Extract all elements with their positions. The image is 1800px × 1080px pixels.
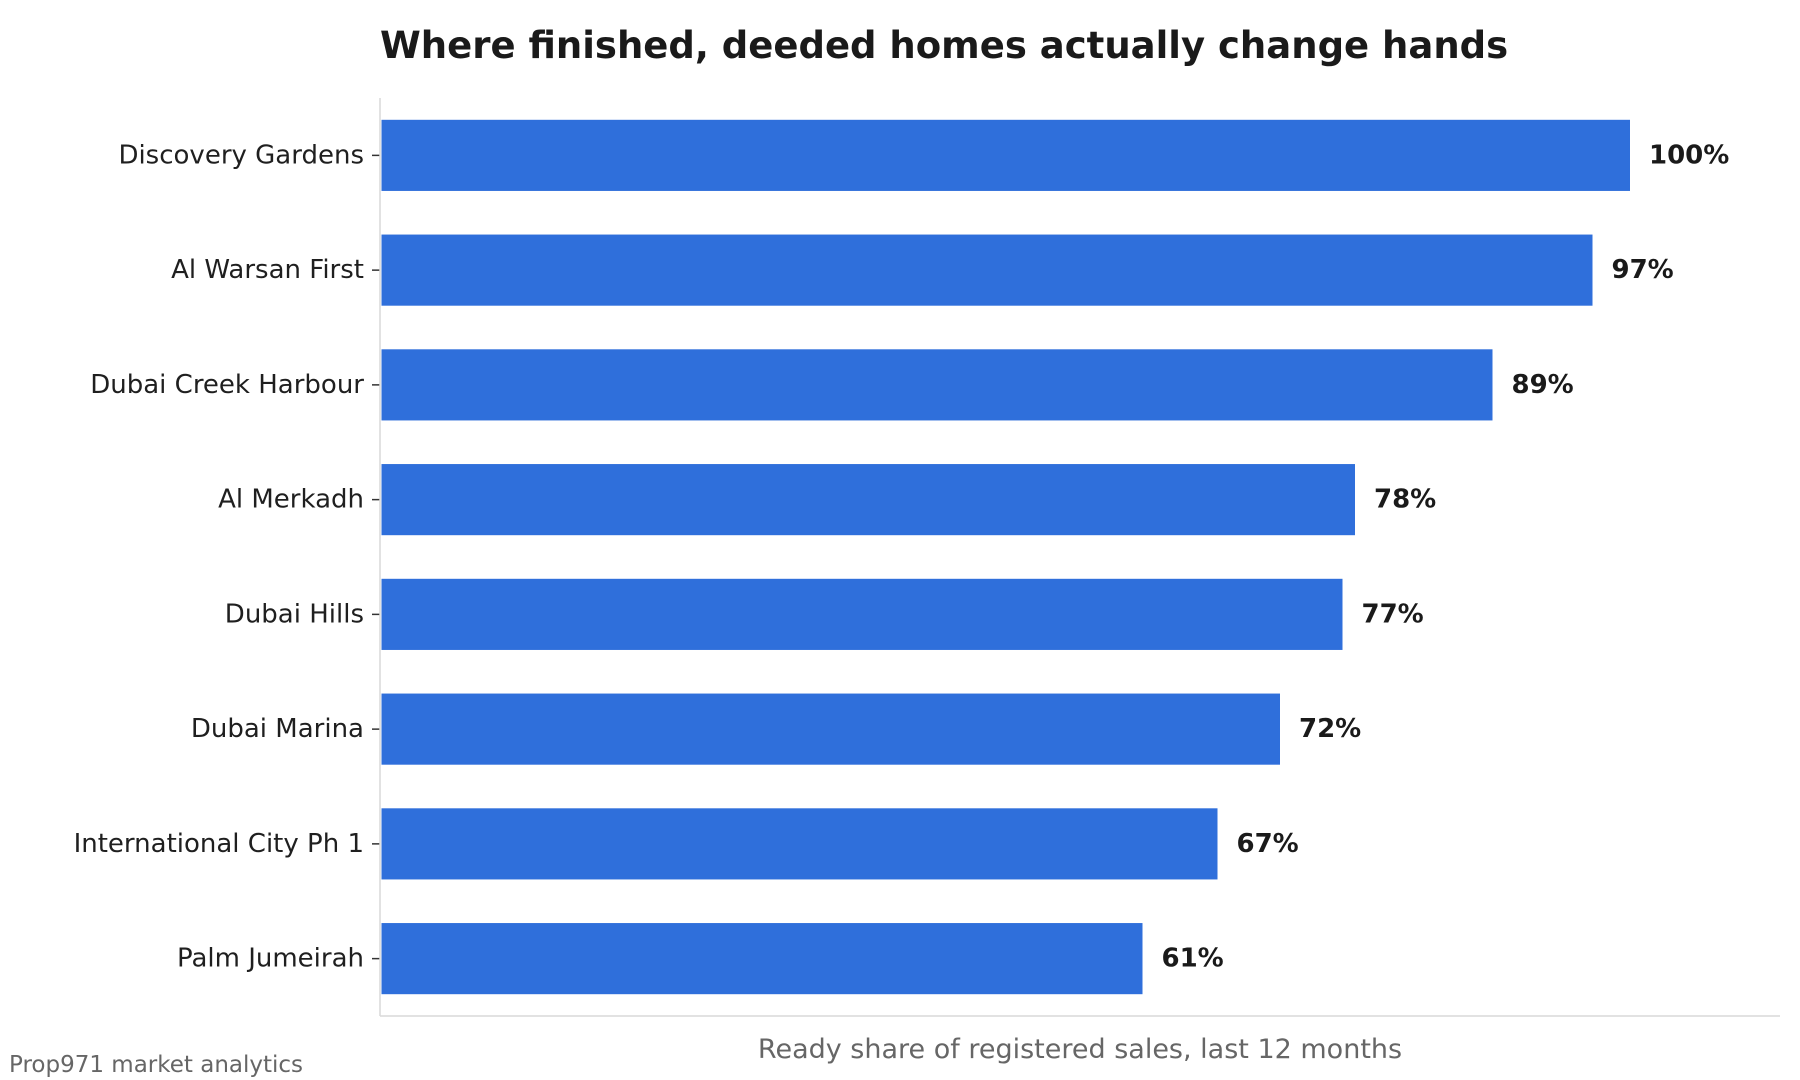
source-note: Prop971 market analytics	[9, 1052, 303, 1078]
bar	[381, 923, 1143, 995]
bars-group	[381, 119, 1630, 995]
bar	[381, 693, 1280, 765]
value-label: 61%	[1162, 944, 1224, 974]
category-labels-group: Discovery Gardens Al Warsan First Dubai Cr…	[74, 140, 365, 973]
bar	[381, 464, 1355, 536]
category-label: International City Ph 1	[74, 829, 364, 859]
value-label: 67%	[1237, 829, 1299, 859]
bar	[381, 234, 1593, 306]
category-label: Dubai Hills	[225, 599, 364, 629]
bar	[381, 578, 1343, 650]
bar	[381, 119, 1630, 191]
value-labels-group: 100% 97% 89% 78% 77% 72% 67% 61%	[1162, 140, 1730, 973]
category-label: Dubai Creek Harbour	[90, 370, 364, 400]
value-label: 72%	[1299, 714, 1361, 744]
value-label: 78%	[1374, 485, 1436, 515]
value-label: 89%	[1512, 370, 1574, 400]
bar	[381, 349, 1493, 421]
value-label: 97%	[1612, 255, 1674, 285]
category-label: Dubai Marina	[191, 714, 364, 744]
category-label: Al Merkadh	[218, 485, 364, 515]
category-label: Palm Jumeirah	[177, 944, 364, 974]
value-label: 77%	[1362, 599, 1424, 629]
x-axis-label: Ready share of registered sales, last 12…	[758, 1034, 1402, 1065]
category-label: Al Warsan First	[171, 255, 364, 285]
chart-title: Where finished, deeded homes actually ch…	[380, 24, 1508, 67]
y-ticks-group	[372, 154, 380, 960]
category-label: Discovery Gardens	[118, 140, 364, 170]
value-label: 100%	[1649, 140, 1729, 170]
bar	[381, 808, 1218, 880]
